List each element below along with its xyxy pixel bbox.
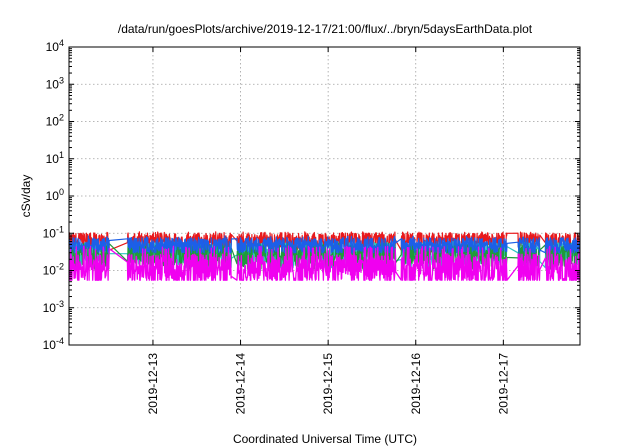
series-line — [69, 235, 580, 254]
y-axis-label: cSv/day — [19, 175, 33, 218]
series-layer — [69, 231, 580, 281]
x-tick-label: 2019-12-15 — [321, 353, 335, 415]
grid-layer — [69, 47, 580, 345]
y-tick-label: 10-2 — [43, 262, 64, 278]
x-tick-label: 2019-12-16 — [409, 353, 423, 415]
y-tick-label: 100 — [46, 187, 64, 203]
y-tick-label: 104 — [46, 38, 64, 54]
x-tick-label: 2019-12-14 — [234, 353, 248, 415]
x-tick-label: 2019-12-13 — [146, 353, 160, 415]
y-tick-label: 103 — [46, 75, 64, 91]
tick-layer: 10-4 10-3 10-2 10-1 100 101 102 103 104 2019-12-1… — [43, 38, 580, 414]
y-tick-label: 102 — [46, 113, 64, 129]
y-tick-label: 101 — [46, 150, 64, 166]
chart-title: /data/run/goesPlots/archive/2019-12-17/2… — [118, 22, 533, 36]
y-tick-label: 10-4 — [43, 336, 64, 352]
y-tick-label: 10-3 — [43, 299, 64, 315]
x-tick-label: 2019-12-17 — [496, 353, 510, 415]
y-tick-label: 10-1 — [43, 224, 64, 240]
x-axis-label: Coordinated Universal Time (UTC) — [233, 432, 417, 446]
series-line — [69, 245, 580, 281]
